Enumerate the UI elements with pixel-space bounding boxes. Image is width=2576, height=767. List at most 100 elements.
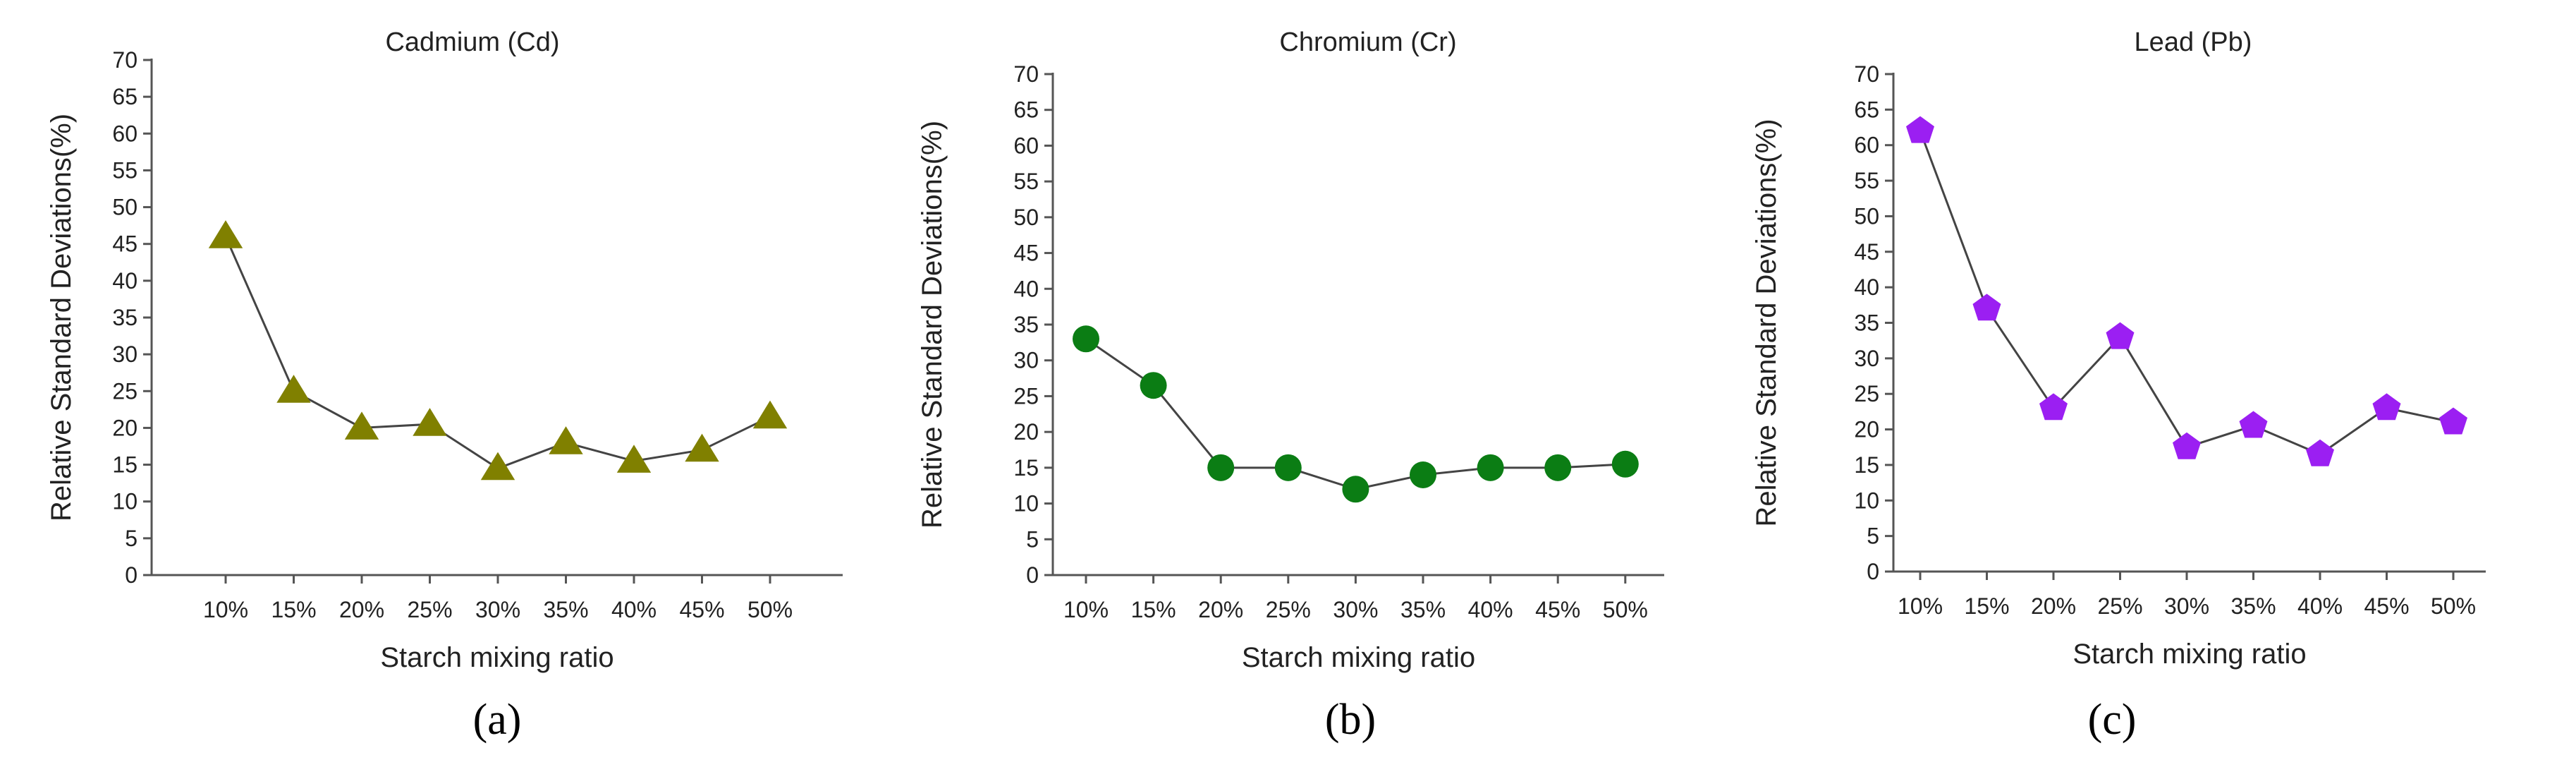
series-line [224, 236, 771, 470]
y-tick-label: 40 [1854, 274, 1879, 300]
x-tick-label: 45% [679, 597, 724, 622]
y-tick-label: 30 [1013, 348, 1039, 373]
y-tick-label: 45 [1013, 241, 1039, 266]
y-tick-label: 15 [112, 452, 138, 478]
data-point [2173, 432, 2201, 459]
x-tick-label: 10% [1898, 593, 1943, 619]
chart-panel-1: 0 5 10 15 20 25 30 35 40 45 50 55 60 65 70 10% 15% 20% 25%… [46, 28, 843, 744]
data-point [208, 220, 243, 248]
y-tick-label: 10 [112, 489, 138, 514]
x-tick-label: 25% [2097, 593, 2142, 619]
y-tick-label: 25 [112, 378, 138, 404]
y-tick-label: 65 [1854, 97, 1879, 122]
data-point [2372, 393, 2401, 421]
x-tick-label: 30% [2164, 593, 2209, 619]
y-tick-label: 35 [1854, 310, 1879, 336]
data-point [549, 426, 583, 454]
y-tick-label: 0 [1026, 562, 1039, 588]
x-tick-label: 50% [1603, 597, 1648, 622]
panel-label: (a) [473, 696, 522, 744]
y-tick-label: 45 [112, 231, 138, 257]
panel-label: (c) [2088, 696, 2137, 744]
series-line [1085, 338, 1625, 490]
y-tick-label: 55 [1854, 168, 1879, 193]
x-axis-title: Starch mixing ratio [1242, 642, 1475, 673]
data-point [413, 408, 447, 436]
x-tick-label: 35% [2230, 593, 2276, 619]
x-tick-label: 25% [1266, 597, 1311, 622]
y-tick-label: 5 [125, 526, 138, 551]
x-tick-label: 20% [339, 597, 384, 622]
data-point [1972, 294, 2001, 321]
y-tick-label: 65 [1013, 97, 1039, 123]
y-tick-label: 45 [1854, 239, 1879, 265]
y-tick-label: 20 [112, 415, 138, 440]
chart-title: Cadmium (Cd) [385, 28, 559, 57]
data-point [2439, 407, 2467, 435]
data-point [1342, 476, 1369, 503]
x-tick-label: 30% [475, 597, 520, 622]
data-point [344, 411, 379, 440]
x-tick-label: 25% [407, 597, 452, 622]
y-tick-label: 65 [112, 84, 138, 109]
data-point [1906, 116, 1934, 143]
y-tick-label: 40 [112, 268, 138, 294]
y-tick-label: 0 [125, 562, 138, 588]
y-tick-label: 35 [1013, 312, 1039, 337]
x-tick-label: 15% [1964, 593, 2009, 619]
y-tick-label: 15 [1013, 455, 1039, 481]
y-axis-title: Relative Standard Deviations(%) [46, 114, 77, 521]
y-tick-label: 55 [112, 157, 138, 183]
data-point [2106, 322, 2135, 349]
data-point [1073, 325, 1099, 353]
x-tick-label: 50% [747, 597, 793, 622]
y-tick-label: 50 [112, 195, 138, 220]
data-point [480, 452, 515, 481]
x-tick-label: 30% [1333, 597, 1378, 622]
y-tick-label: 10 [1854, 488, 1879, 513]
data-point [1207, 454, 1235, 481]
y-tick-label: 60 [1013, 133, 1039, 158]
data-point [685, 433, 719, 462]
x-axis-title: Starch mixing ratio [2073, 639, 2306, 670]
chart-panel-3: 0 5 10 15 20 25 30 35 40 45 50 55 60 65 70 10% 15% 20% 25%… [1751, 28, 2486, 744]
y-tick-label: 20 [1854, 417, 1879, 442]
data-point [1544, 454, 1572, 481]
x-tick-label: 40% [1468, 597, 1513, 622]
x-tick-label: 45% [2364, 593, 2409, 619]
panel-label: (b) [1325, 696, 1376, 744]
x-tick-label: 20% [1198, 597, 1243, 622]
y-tick-label: 25 [1013, 383, 1039, 409]
data-point [1274, 454, 1302, 481]
x-tick-label: 40% [611, 597, 657, 622]
x-tick-label: 50% [2431, 593, 2476, 619]
data-point [1140, 372, 1167, 399]
y-tick-label: 25 [1854, 381, 1879, 406]
x-tick-label: 40% [2297, 593, 2343, 619]
x-tick-label: 45% [1535, 597, 1580, 622]
y-tick-label: 40 [1013, 276, 1039, 301]
y-tick-label: 50 [1854, 203, 1879, 229]
data-point [276, 375, 311, 403]
y-tick-label: 30 [1854, 346, 1879, 371]
y-tick-label: 70 [1854, 61, 1879, 87]
y-tick-label: 35 [112, 305, 138, 330]
x-axis-title: Starch mixing ratio [380, 642, 614, 673]
x-tick-label: 10% [1063, 597, 1109, 622]
y-tick-label: 70 [1013, 61, 1039, 87]
x-tick-label: 35% [1400, 597, 1446, 622]
data-point [616, 445, 652, 473]
x-tick-label: 15% [271, 597, 316, 622]
y-tick-label: 0 [1867, 559, 1879, 584]
y-tick-label: 15 [1854, 452, 1879, 478]
y-axis-title: Relative Standard Deviations(%) [1751, 119, 1782, 526]
data-point [1477, 454, 1504, 481]
data-point [2239, 411, 2268, 438]
y-tick-label: 70 [112, 47, 138, 73]
x-tick-label: 35% [543, 597, 588, 622]
data-point [1611, 450, 1639, 478]
y-tick-label: 5 [1867, 524, 1879, 549]
y-tick-label: 60 [112, 121, 138, 146]
x-tick-label: 15% [1131, 597, 1176, 622]
